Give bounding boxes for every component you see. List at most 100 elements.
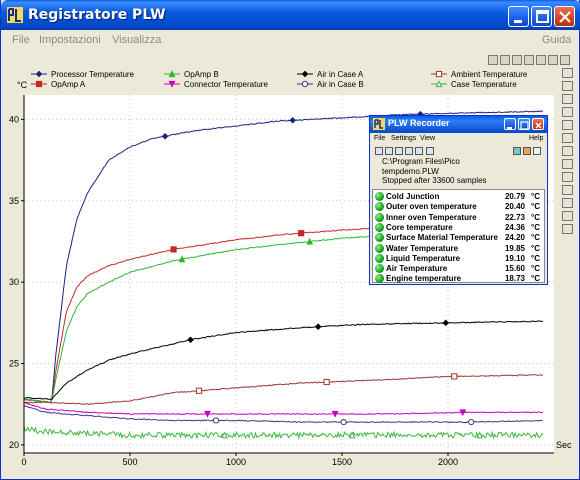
- recorder-minimize-button[interactable]: [504, 118, 516, 130]
- status-led-icon: [375, 253, 384, 263]
- channel-row[interactable]: Air Temperature 15.60 °C: [373, 263, 544, 274]
- channel-unit: °C: [531, 212, 540, 222]
- last-page-icon[interactable]: [548, 55, 558, 65]
- x-tick-label: 500: [122, 457, 137, 467]
- channel-unit: °C: [531, 192, 540, 201]
- series-marker: [314, 323, 322, 331]
- channel-row[interactable]: Water Temperature 19.85 °C: [373, 243, 544, 253]
- y-tick-label: 40: [9, 114, 19, 124]
- series-marker: [348, 431, 356, 439]
- channel-row[interactable]: Core temperature 24.36 °C: [373, 222, 544, 232]
- chart-legend: Processor Temperature OpAmp B Air in Case …: [31, 70, 528, 89]
- legend-item: Air in Case B: [297, 80, 364, 89]
- recorder-title-bar[interactable]: PLW Recorder: [370, 116, 547, 133]
- x-tick-label: 1000: [226, 457, 246, 467]
- legend-item: Air in Case A: [297, 70, 364, 79]
- zoom-out-icon[interactable]: [524, 55, 534, 65]
- legend-item: Connector Temperature: [164, 80, 268, 89]
- close-button[interactable]: [554, 6, 575, 27]
- legend-label: Case Temperature: [451, 80, 517, 89]
- series-marker: [35, 70, 43, 78]
- channel-row[interactable]: Inner oven Temperature 22.73 °C: [373, 212, 544, 222]
- new-file-icon[interactable]: [395, 147, 403, 155]
- zoom-in-icon[interactable]: [512, 55, 522, 65]
- recorder-menu-settings[interactable]: Settings: [391, 135, 417, 142]
- recorder-menu-help[interactable]: Help: [529, 135, 544, 142]
- graph-icon[interactable]: [513, 147, 521, 155]
- table-icon[interactable]: [533, 147, 541, 155]
- menu-file[interactable]: File: [12, 34, 30, 46]
- first-page-icon[interactable]: [488, 55, 498, 65]
- channel-name: Engine temperature: [386, 274, 462, 284]
- plw-recorder-window[interactable]: PLW Recorder File Settings View Help: [369, 115, 548, 285]
- legend-label: OpAmp B: [184, 70, 219, 79]
- channel-name: Inner oven Temperature: [386, 212, 477, 222]
- status-led-icon: [375, 222, 384, 232]
- legend-label: Connector Temperature: [184, 80, 268, 89]
- series-air-in-case-a: [24, 319, 544, 400]
- help-icon[interactable]: [560, 55, 570, 65]
- next-page-icon[interactable]: [536, 55, 546, 65]
- channel-row[interactable]: Surface Material Temperature 24.20 °C: [373, 232, 544, 243]
- x-axis-unit: Sec: [556, 440, 572, 450]
- open-file-icon[interactable]: [405, 147, 413, 155]
- maximize-button[interactable]: [531, 6, 552, 27]
- legend-label: Ambient Temperature: [451, 70, 528, 79]
- recorder-menu-bar: File Settings View Help: [370, 133, 547, 145]
- channel-unit: °C: [531, 202, 540, 212]
- y-axis-unit: °C: [17, 80, 28, 90]
- channel-unit: °C: [531, 233, 540, 243]
- chart-icon[interactable]: [562, 159, 573, 169]
- scale-icon[interactable]: [562, 185, 573, 195]
- series-line: [23, 401, 544, 415]
- channel-row[interactable]: Outer oven temperature 20.40 °C: [373, 201, 544, 212]
- channel-unit: °C: [531, 274, 540, 284]
- settings-icon[interactable]: [562, 224, 573, 234]
- recorder-menu-view[interactable]: View: [420, 135, 436, 142]
- image-icon[interactable]: [562, 172, 573, 182]
- recorder-title: PLW Recorder: [388, 118, 450, 128]
- recorder-info: C:\Program Files\Pico tempdemo.PLW Stopp…: [382, 157, 487, 186]
- print-icon[interactable]: [562, 81, 573, 91]
- channel-row[interactable]: Liquid Temperature 19.10 °C: [373, 253, 544, 263]
- status-led-icon: [375, 212, 384, 222]
- scroll-up-icon[interactable]: [562, 68, 573, 78]
- menu-visualizza[interactable]: Visualizza: [112, 34, 162, 46]
- recorder-close-button[interactable]: [532, 118, 544, 130]
- check-icon[interactable]: [562, 211, 573, 221]
- status-led-icon: [375, 233, 384, 243]
- record-icon[interactable]: [375, 147, 383, 155]
- menu-guida[interactable]: Guida: [542, 34, 572, 46]
- series-marker: [204, 410, 211, 418]
- recorder-path: C:\Program Files\Pico: [382, 157, 460, 166]
- channel-name: Air Temperature: [386, 264, 448, 274]
- series-marker: [301, 70, 309, 78]
- channel-name: Cold Junction: [386, 192, 440, 201]
- y-tick-label: 35: [9, 196, 19, 206]
- info-icon[interactable]: [426, 147, 434, 155]
- save-icon[interactable]: [415, 147, 423, 155]
- reset-icon[interactable]: [562, 198, 573, 208]
- recorder-maximize-button[interactable]: [518, 118, 530, 130]
- channel-value: 15.60: [504, 264, 525, 274]
- scope-icon[interactable]: [523, 147, 531, 155]
- title-bar[interactable]: Registratore PLW: [1, 0, 580, 30]
- pen-icon[interactable]: [562, 146, 573, 156]
- channel-row[interactable]: Engine temperature 18.73 °C: [373, 273, 544, 284]
- recorder-app-icon: [373, 118, 385, 130]
- stop-icon[interactable]: [385, 147, 393, 155]
- recorder-menu-file[interactable]: File: [374, 135, 386, 142]
- note-icon[interactable]: [562, 133, 573, 143]
- legend-item: Case Temperature: [431, 80, 517, 89]
- channel-value: 19.85: [504, 243, 525, 253]
- prev-page-icon[interactable]: [500, 55, 510, 65]
- scroll-down-icon[interactable]: [562, 120, 573, 130]
- series-marker: [306, 237, 314, 245]
- edit-icon[interactable]: [562, 107, 573, 117]
- series-marker: [35, 80, 43, 88]
- channel-row[interactable]: Cold Junction 20.79 °C: [373, 191, 544, 201]
- menu-impostazioni[interactable]: Impostazioni: [39, 34, 101, 46]
- copy-icon[interactable]: [562, 94, 573, 104]
- x-tick-label: 2000: [438, 457, 458, 467]
- minimize-button[interactable]: [508, 6, 529, 27]
